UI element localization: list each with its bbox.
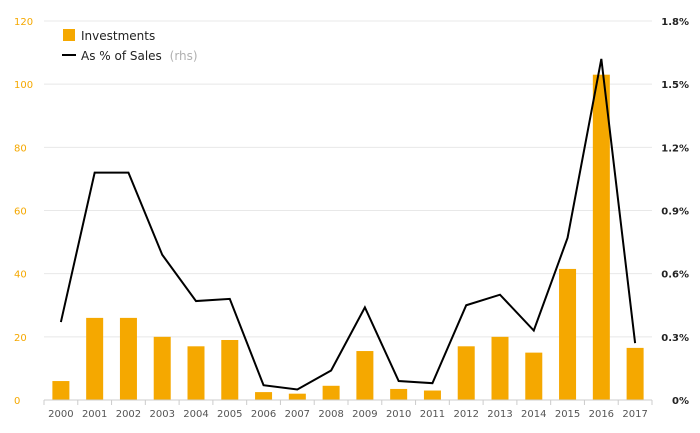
bar-2010: [390, 388, 408, 400]
right-axis-tick-label: 1.8%: [661, 17, 689, 28]
right-axis-tick-label: 1.2%: [661, 143, 689, 154]
bar-2000: [52, 381, 70, 400]
legend-label-investments: Investments: [81, 29, 155, 43]
x-axis-ticks: 2000 2001 2002 2003 2004 2005 2006 2007 2008 2009…: [43, 400, 653, 420]
bar-2015: [559, 268, 577, 400]
bar-series-investments: [52, 74, 644, 401]
left-axis-ticks: 0 20 40 60 80 100 120: [14, 17, 33, 407]
left-axis-tick-label: 60: [14, 207, 27, 218]
x-axis-tick-label: 2005: [217, 409, 242, 420]
gridlines: [44, 20, 652, 338]
bar-2001: [86, 317, 104, 400]
x-axis-tick-label: 2015: [555, 409, 580, 420]
x-axis-tick-label: 2016: [589, 409, 614, 420]
x-axis-tick-label: 2008: [318, 409, 343, 420]
x-axis-tick-label: 2009: [352, 409, 377, 420]
bar-2011: [423, 390, 441, 400]
x-axis-tick-label: 2006: [251, 409, 276, 420]
bar-2014: [525, 352, 543, 400]
legend-label-sales-pct-main: As % of Sales: [81, 49, 162, 63]
left-axis-tick-label: 40: [14, 270, 27, 281]
x-axis-tick-label: 2014: [521, 409, 546, 420]
left-axis-tick-label: 120: [14, 17, 33, 28]
bar-2012: [457, 346, 475, 400]
x-axis-tick-label: 2010: [386, 409, 411, 420]
x-axis-tick-label: 2003: [149, 409, 174, 420]
legend-label-sales-pct-suffix: (rhs): [170, 49, 198, 63]
left-axis-tick-label: 0: [14, 396, 20, 407]
left-axis-tick-label: 20: [14, 333, 27, 344]
bar-2003: [153, 336, 171, 400]
bar-2007: [288, 393, 306, 400]
x-axis-tick-label: 2013: [487, 409, 512, 420]
right-axis-ticks: 0% 0.3% 0.6% 0.9% 1.2% 1.5% 1.8%: [661, 17, 689, 407]
x-axis-tick-label: 2001: [82, 409, 107, 420]
bar-2017: [626, 347, 644, 400]
right-axis-tick-label: 1.5%: [661, 80, 689, 91]
left-axis-tick-label: 80: [14, 143, 27, 154]
bar-2006: [255, 392, 273, 400]
x-axis-tick-label: 2011: [420, 409, 445, 420]
bar-2002: [119, 317, 137, 400]
right-axis-tick-label: 0.9%: [661, 207, 689, 218]
legend-label-sales-pct: As % of Sales (rhs): [81, 49, 198, 63]
bar-2008: [322, 385, 340, 400]
bar-2005: [221, 339, 239, 400]
x-axis-tick-label: 2002: [116, 409, 141, 420]
legend: Investments As % of Sales (rhs): [62, 29, 198, 63]
bar-2016: [592, 74, 610, 401]
right-axis-tick-label: 0%: [672, 396, 689, 407]
right-axis-tick-label: 0.6%: [661, 270, 689, 281]
left-axis-tick-label: 100: [14, 80, 33, 91]
x-axis-tick-label: 2017: [622, 409, 647, 420]
legend-swatch-investments: [63, 29, 75, 41]
bar-2013: [491, 336, 509, 400]
x-axis-tick-label: 2012: [453, 409, 478, 420]
right-axis-tick-label: 0.3%: [661, 333, 689, 344]
x-axis-tick-label: 2007: [285, 409, 310, 420]
bar-2004: [187, 346, 205, 400]
bar-2009: [356, 351, 374, 400]
line-series-sales-pct: [59, 58, 637, 391]
x-axis-tick-label: 2000: [48, 409, 73, 420]
x-axis-tick-label: 2004: [183, 409, 208, 420]
